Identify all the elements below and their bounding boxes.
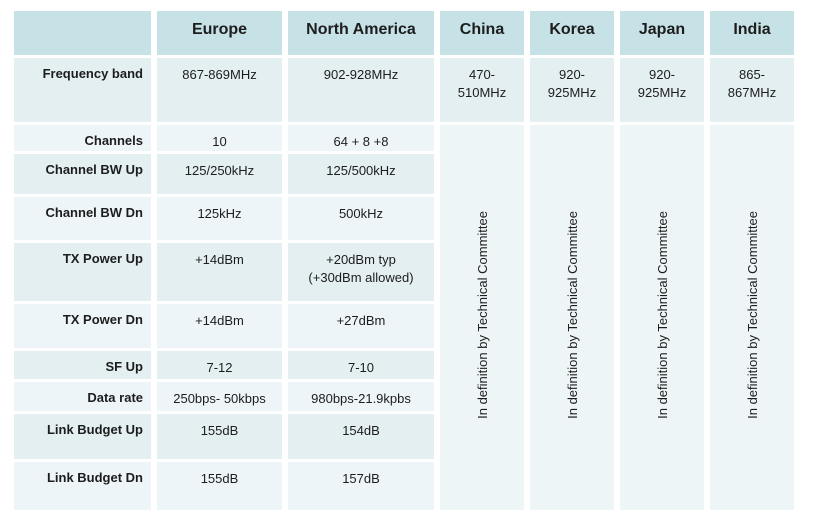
value-cell: +14dBm <box>157 243 282 301</box>
value-cell: +14dBm <box>157 304 282 348</box>
value-cell: 154dB <box>288 414 434 459</box>
value-cell: 920- 925MHz <box>620 58 704 122</box>
value-cell: 250bps- 50kbps <box>157 382 282 411</box>
row-tx-power-dn: TX Power Dn +14dBm +27dBm <box>14 304 794 348</box>
in-definition-cell-korea: In definition by Technical Committee <box>530 125 614 510</box>
row-channels: Channels 10 64 + 8 +8 In definition by T… <box>14 125 794 510</box>
header-cell-north-america: North America <box>288 11 434 55</box>
value-cell: 7-12 <box>157 351 282 379</box>
header-cell-korea: Korea <box>530 11 614 55</box>
header-cell-china: China <box>440 11 524 55</box>
header-cell-europe: Europe <box>157 11 282 55</box>
value-cell: +27dBm <box>288 304 434 348</box>
row-channel-bw-up: Channel BW Up 125/250kHz 125/500kHz <box>14 154 794 194</box>
value-cell: 980bps-21.9kpbs <box>288 382 434 411</box>
value-cell: 10 <box>157 125 282 151</box>
header-cell-empty <box>14 11 151 55</box>
row-label: TX Power Dn <box>14 304 151 348</box>
row-label: TX Power Up <box>14 243 151 301</box>
value-cell: 125/250kHz <box>157 154 282 194</box>
row-label: Link Budget Up <box>14 414 151 459</box>
row-channel-bw-dn: Channel BW Dn 125kHz 500kHz <box>14 197 794 240</box>
row-label: Data rate <box>14 382 151 411</box>
row-label: Channel BW Dn <box>14 197 151 240</box>
value-cell: +20dBm typ (+30dBm allowed) <box>288 243 434 301</box>
value-cell: 865- 867MHz <box>710 58 794 122</box>
value-cell: 500kHz <box>288 197 434 240</box>
value-cell: 867-869MHz <box>157 58 282 122</box>
row-label: SF Up <box>14 351 151 379</box>
header-cell-japan: Japan <box>620 11 704 55</box>
row-label: Frequency band <box>14 58 151 122</box>
row-tx-power-up: TX Power Up +14dBm +20dBm typ (+30dBm al… <box>14 243 794 301</box>
in-definition-note: In definition by Technical Committee <box>474 211 490 419</box>
value-cell: 902-928MHz <box>288 58 434 122</box>
in-definition-cell-india: In definition by Technical Committee <box>710 125 794 510</box>
value-cell: 155dB <box>157 462 282 510</box>
in-definition-note: In definition by Technical Committee <box>564 211 580 419</box>
value-cell: 157dB <box>288 462 434 510</box>
in-definition-cell-china: In definition by Technical Committee <box>440 125 524 510</box>
value-cell: 470- 510MHz <box>440 58 524 122</box>
value-cell: 125/500kHz <box>288 154 434 194</box>
value-cell: 64 + 8 +8 <box>288 125 434 151</box>
row-label: Link Budget Dn <box>14 462 151 510</box>
in-definition-note: In definition by Technical Committee <box>654 211 670 419</box>
row-label: Channel BW Up <box>14 154 151 194</box>
in-definition-cell-japan: In definition by Technical Committee <box>620 125 704 510</box>
header-cell-india: India <box>710 11 794 55</box>
row-label: Channels <box>14 125 151 151</box>
value-cell: 155dB <box>157 414 282 459</box>
value-cell: 920- 925MHz <box>530 58 614 122</box>
value-cell: 125kHz <box>157 197 282 240</box>
header-row: Europe North America China Korea Japan I… <box>14 11 794 55</box>
regional-parameters-table: Europe North America China Korea Japan I… <box>8 8 800 513</box>
row-frequency-band: Frequency band 867-869MHz 902-928MHz 470… <box>14 58 794 122</box>
row-sf-up: SF Up 7-12 7-10 <box>14 351 794 379</box>
row-data-rate: Data rate 250bps- 50kbps 980bps-21.9kpbs <box>14 382 794 411</box>
in-definition-note: In definition by Technical Committee <box>744 211 760 419</box>
row-link-budget-up: Link Budget Up 155dB 154dB <box>14 414 794 459</box>
value-cell: 7-10 <box>288 351 434 379</box>
row-link-budget-dn: Link Budget Dn 155dB 157dB <box>14 462 794 510</box>
